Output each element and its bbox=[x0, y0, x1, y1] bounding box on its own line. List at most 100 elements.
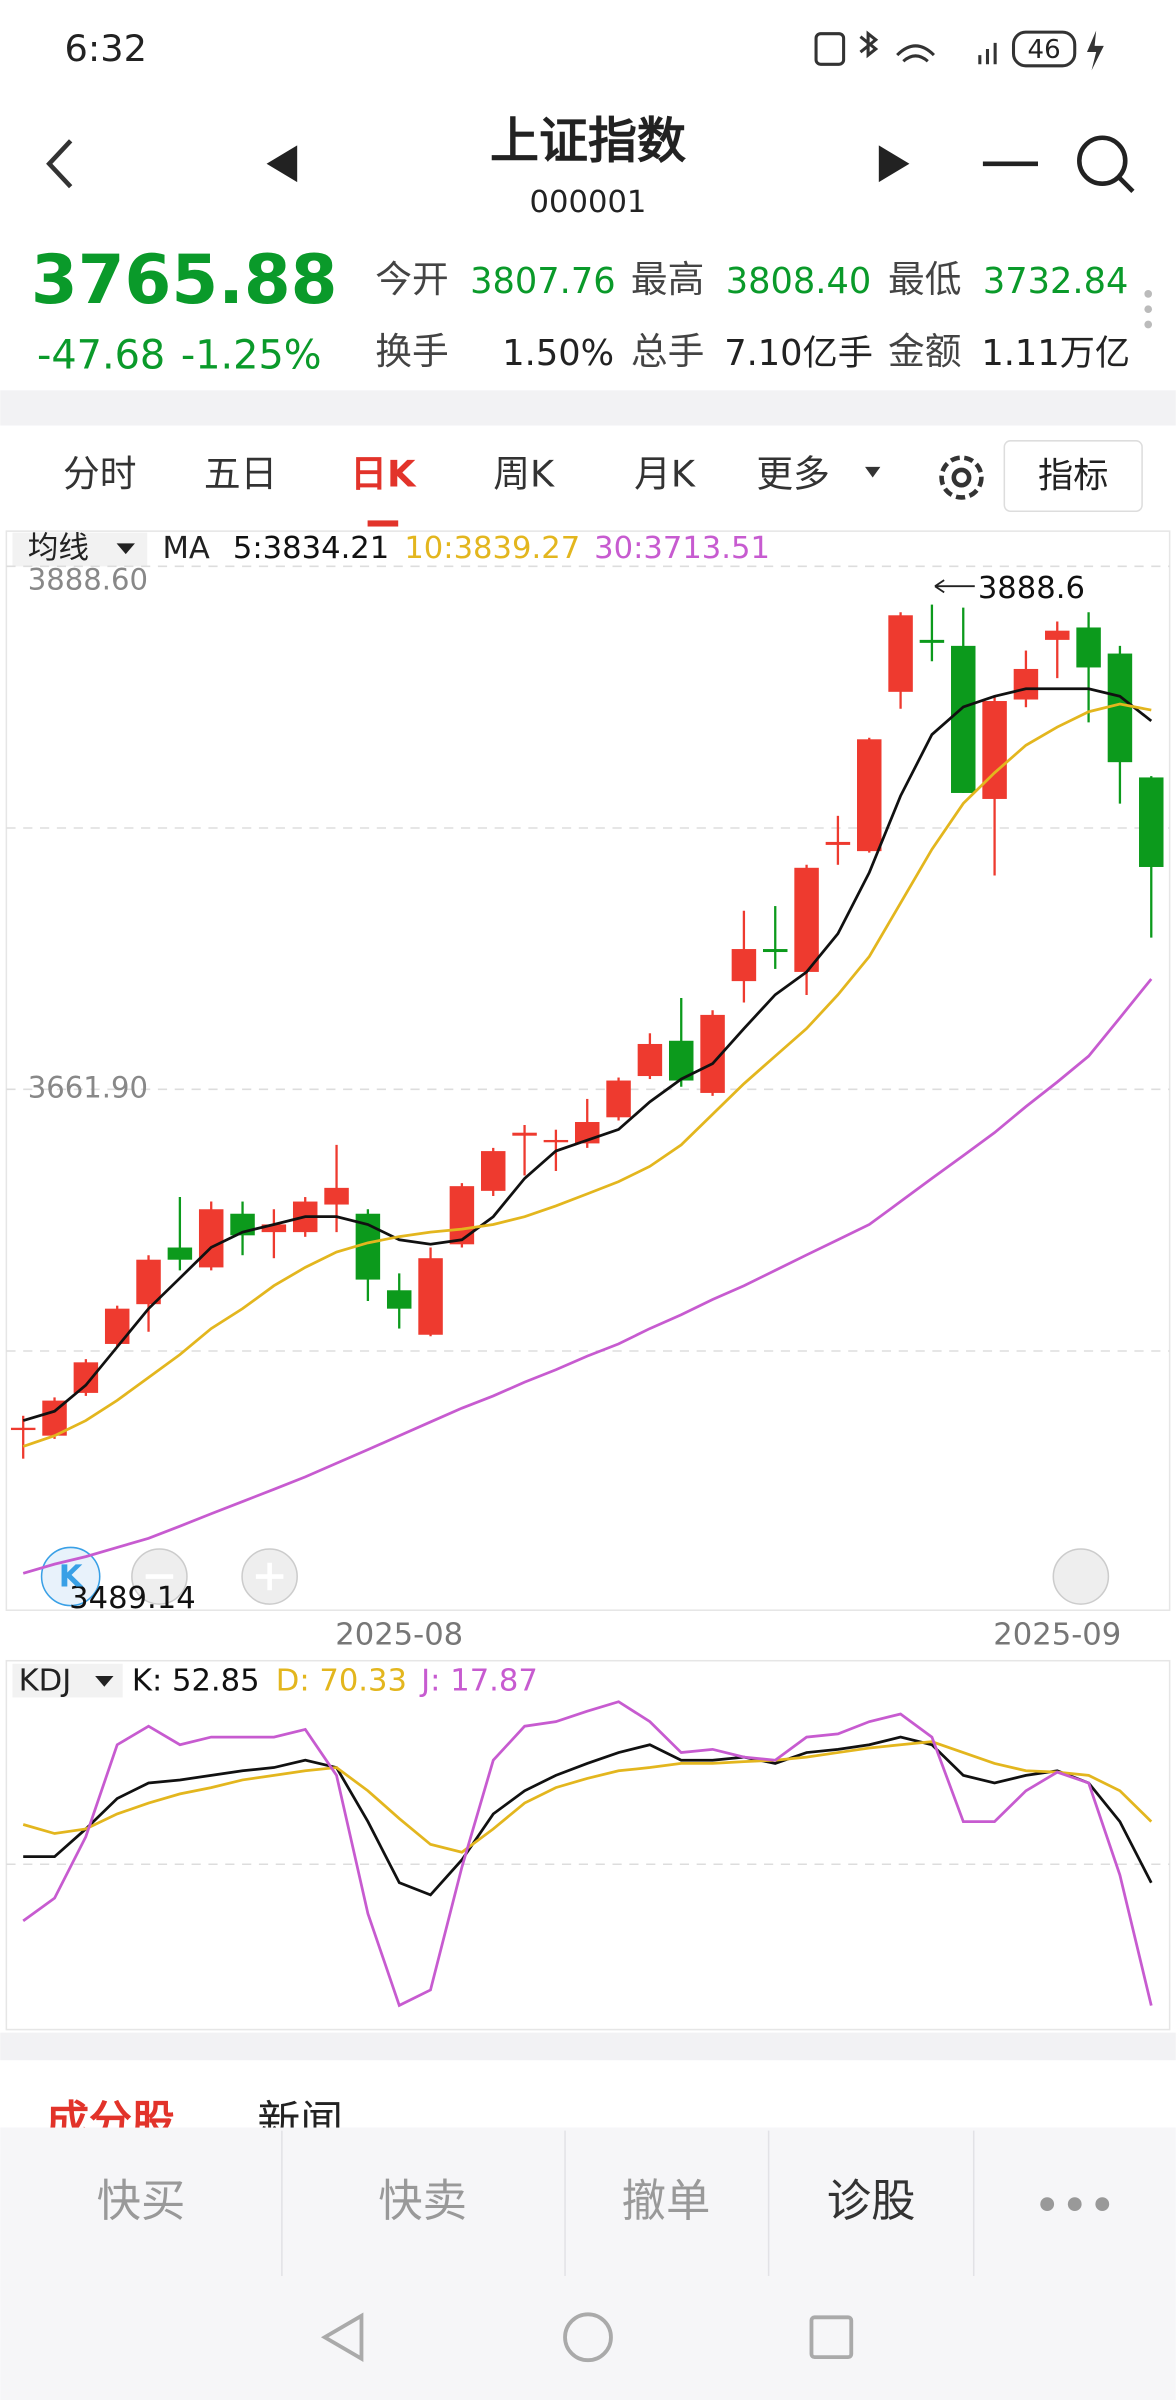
tab[interactable]: 分时 bbox=[63, 453, 136, 496]
tab[interactable]: 五日 bbox=[204, 453, 277, 496]
action-button[interactable]: 快买 bbox=[97, 2176, 186, 2227]
candle-body bbox=[198, 1209, 224, 1268]
kdj-frame bbox=[5, 1659, 1171, 2031]
dropdown-arrow bbox=[865, 466, 881, 478]
candle-body bbox=[386, 1290, 412, 1309]
separator bbox=[0, 2032, 1176, 2061]
legend-entry: K: 52.85 bbox=[132, 1664, 260, 1699]
candle-body bbox=[825, 841, 851, 845]
stat-label: 最低 bbox=[888, 258, 961, 301]
action-button[interactable]: 诊股 bbox=[827, 2176, 916, 2227]
candle-body bbox=[1045, 630, 1070, 640]
y-max-label: 3888.60 bbox=[28, 563, 148, 597]
x-tick-label: 2025-08 bbox=[335, 1618, 463, 1653]
tab[interactable]: 周K bbox=[493, 453, 555, 496]
price: 3765.88 bbox=[31, 240, 338, 319]
candle-body bbox=[73, 1362, 99, 1393]
legend-entry: 5:3834.21 bbox=[233, 531, 389, 566]
candle-body bbox=[418, 1258, 443, 1335]
candle-body bbox=[1076, 627, 1101, 668]
series-line bbox=[22, 1740, 1153, 1854]
action-button[interactable]: 快卖 bbox=[378, 2176, 467, 2227]
stat-value: 7.10亿手 bbox=[724, 333, 873, 374]
series-line bbox=[22, 1700, 1153, 2008]
legend-entry: J: 17.87 bbox=[419, 1664, 538, 1699]
header-code: 000001 bbox=[530, 185, 647, 220]
indicator-button[interactable] bbox=[1003, 440, 1143, 512]
candle-body bbox=[480, 1151, 506, 1191]
candle-body bbox=[919, 639, 945, 643]
series-line bbox=[22, 702, 1152, 1448]
candle-body bbox=[449, 1186, 475, 1245]
candle-body bbox=[637, 1043, 663, 1077]
high-label: 3888.6 bbox=[978, 571, 1085, 606]
dividers bbox=[281, 2130, 975, 2277]
change: -47.68 bbox=[37, 333, 165, 379]
stat-label: 今开 bbox=[375, 258, 448, 301]
tab[interactable]: 月K bbox=[634, 453, 696, 496]
action-button[interactable]: 撤单 bbox=[622, 2176, 711, 2227]
charging-icon bbox=[1086, 30, 1104, 71]
change-pct: -1.25% bbox=[181, 333, 322, 379]
candle-body bbox=[136, 1259, 161, 1305]
stat-label: 换手 bbox=[375, 330, 448, 373]
high-arrow bbox=[934, 579, 975, 594]
y-tick-label: 3661.90 bbox=[28, 1070, 148, 1104]
series-line bbox=[23, 1735, 1153, 1897]
tab[interactable]: 更多 bbox=[756, 453, 829, 496]
more-dots[interactable] bbox=[1144, 290, 1153, 329]
indicator-button-label: 指标 bbox=[1038, 456, 1108, 497]
dropdown-arrow bbox=[116, 543, 135, 555]
candle-body bbox=[1139, 777, 1164, 867]
low-label: 3489.14 bbox=[69, 1581, 196, 1616]
stat-label: 总手 bbox=[631, 330, 704, 373]
legend-entry: 10:3839.27 bbox=[404, 531, 580, 566]
candle-body bbox=[10, 1427, 36, 1431]
stat-label: 最高 bbox=[631, 258, 704, 301]
indicator-name: 均线 bbox=[28, 531, 89, 566]
zoom-controls[interactable] bbox=[40, 1546, 1110, 1607]
chart-frame bbox=[5, 530, 1171, 1611]
more-button[interactable] bbox=[1040, 2197, 1110, 2211]
candle-body bbox=[543, 1139, 569, 1143]
legend-entry: 30:3713.51 bbox=[594, 531, 770, 566]
separator bbox=[0, 390, 1176, 426]
status-icons bbox=[814, 30, 1077, 68]
battery-level: 46 bbox=[1028, 35, 1061, 65]
tab-bar: 分时 五日 日K 周K 月K 更多 bbox=[63, 453, 830, 527]
header-title: 上证指数 bbox=[490, 112, 686, 169]
settings-button[interactable] bbox=[939, 455, 984, 500]
next-button[interactable] bbox=[878, 145, 910, 183]
dropdown-arrow bbox=[95, 1676, 114, 1687]
indicator-sub: MA bbox=[162, 531, 209, 566]
candle-body bbox=[167, 1247, 193, 1260]
candle-body bbox=[731, 949, 757, 982]
candle-body bbox=[888, 615, 913, 692]
candle-body bbox=[951, 645, 976, 793]
tab[interactable]: 日K bbox=[350, 453, 417, 496]
candle-body bbox=[261, 1224, 287, 1233]
candle-body bbox=[42, 1400, 67, 1436]
stat-value: 3807.76 bbox=[470, 261, 616, 302]
candle-body bbox=[763, 949, 788, 953]
stat-value: 1.50% bbox=[502, 333, 614, 374]
k-icon: K bbox=[59, 1560, 84, 1595]
stat-value: 3808.40 bbox=[726, 261, 872, 302]
candle-body bbox=[982, 701, 1007, 799]
candle-body bbox=[324, 1187, 349, 1205]
candle-body bbox=[512, 1132, 537, 1136]
search-button[interactable] bbox=[1077, 135, 1135, 193]
series-line bbox=[22, 978, 1153, 1575]
stat-value: 3732.84 bbox=[983, 261, 1129, 302]
candle-body bbox=[857, 739, 882, 852]
nav-bar[interactable] bbox=[320, 2312, 854, 2363]
candle-body bbox=[104, 1308, 130, 1344]
action-bar bbox=[0, 2127, 1176, 2400]
candle-body bbox=[794, 867, 819, 972]
prev-button[interactable] bbox=[266, 145, 298, 183]
status-time: 6:32 bbox=[65, 27, 147, 70]
back-button[interactable] bbox=[46, 139, 73, 189]
candle-body bbox=[1107, 653, 1133, 763]
